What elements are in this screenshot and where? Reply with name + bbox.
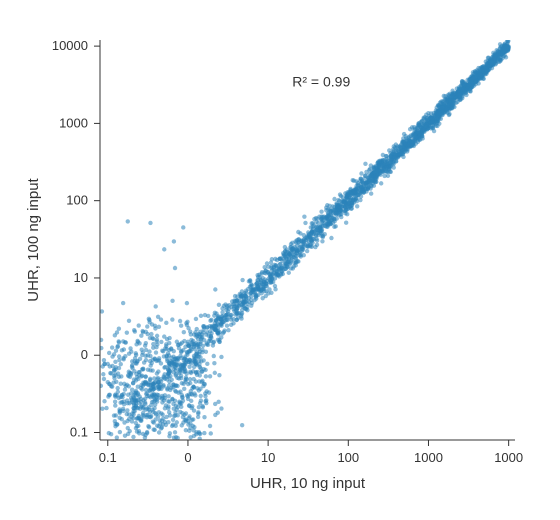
- y-tick-label: 10: [74, 270, 88, 285]
- y-axis-label: UHR, 100 ng input: [25, 177, 42, 301]
- x-tick-label: 0.1: [99, 450, 117, 465]
- x-tick-label: 0: [184, 450, 191, 465]
- y-tick-label: 10000: [52, 38, 88, 53]
- y-tick-label: 0.1: [70, 425, 88, 440]
- y-tick-label: 100: [66, 193, 88, 208]
- y-tick-label: 0: [81, 347, 88, 362]
- x-tick-label: 1000: [414, 450, 443, 465]
- x-tick-label: 1000: [494, 450, 523, 465]
- y-tick-label: 1000: [59, 115, 88, 130]
- x-axis-label: UHR, 10 ng input: [250, 475, 366, 492]
- r-squared-annotation: R² = 0.99: [292, 74, 350, 90]
- x-tick-label: 100: [337, 450, 359, 465]
- scatter-chart: 0.1 0 10 100 1000 1000 0.1 0 10 100 1000 10000 UHR, …: [0, 0, 560, 520]
- scatter-chart-container: 0.1 0 10 100 1000 1000 0.1 0 10 100 1000 10000 UHR, …: [0, 0, 560, 520]
- x-tick-label: 10: [261, 450, 275, 465]
